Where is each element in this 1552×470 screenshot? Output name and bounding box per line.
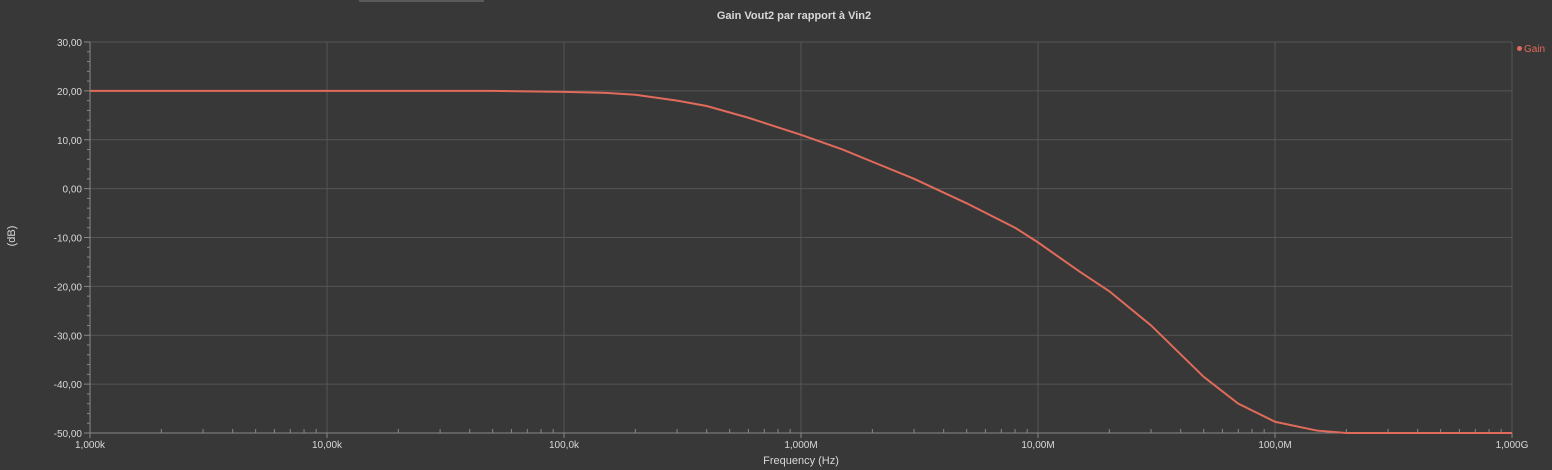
y-tick-label: -40,00: [54, 380, 83, 391]
y-tick-label: 10,00: [57, 136, 82, 147]
x-axis-label: Frequency (Hz): [763, 455, 839, 467]
x-tick-label: 1,000G: [1496, 440, 1529, 451]
x-tick-label: 100,0M: [1258, 440, 1291, 451]
legend-label: Gain: [1524, 44, 1546, 55]
minor-ticks: [87, 51, 1502, 433]
gain-series-line: [90, 89, 1512, 434]
grid: [89, 41, 1513, 434]
x-tick-label: 100,0k: [549, 440, 580, 451]
y-tick-label: -20,00: [54, 282, 83, 293]
legend[interactable]: Gain: [1517, 44, 1545, 55]
x-tick-label: 1,000k: [75, 440, 106, 451]
y-axis-label: (dB): [6, 226, 18, 247]
y-tick-label: 0,00: [63, 185, 83, 196]
x-tick-label: 10,00M: [1021, 440, 1054, 451]
chart-title: Gain Vout2 par rapport à Vin2: [717, 10, 871, 22]
y-tick-label: 30,00: [57, 38, 82, 49]
x-tick-label: 1,000M: [784, 440, 817, 451]
y-tick-label: 20,00: [57, 87, 82, 98]
y-tick-label: -50,00: [54, 429, 83, 440]
x-tick-label: 10,00k: [312, 440, 343, 451]
y-axis-ticks: 30,00 20,00 10,00 0,00 -10,00 -20,00 -30,00 -40…: [54, 38, 90, 440]
x-axis-ticks: 1,000k 10,00k 100,0k 1,000M 10,00M 100,0M 1,00…: [75, 433, 1529, 451]
y-tick-label: -10,00: [54, 234, 83, 245]
y-tick-label: -30,00: [54, 331, 83, 342]
window-tab[interactable]: [359, 0, 484, 2]
legend-marker-icon: [1517, 45, 1522, 51]
